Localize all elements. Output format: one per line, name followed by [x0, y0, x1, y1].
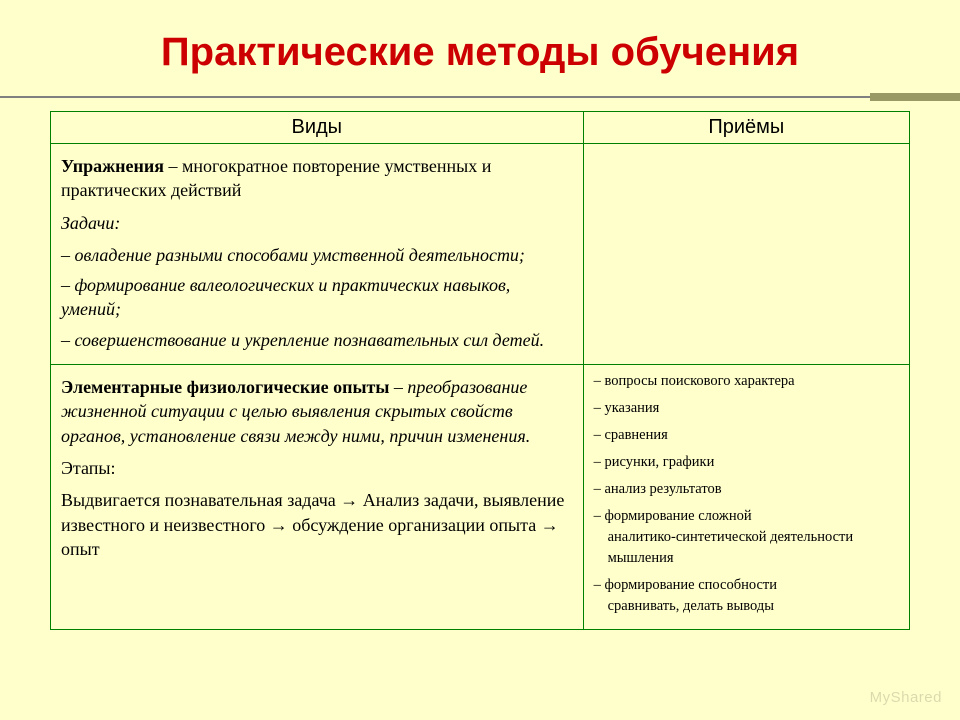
table-row: Элементарные физиологические опыты – пре… — [51, 365, 910, 630]
slide: Практические методы обучения Виды Приёмы… — [0, 0, 960, 650]
list-item: – сравнения — [594, 425, 899, 446]
list-item-text: – формирование сложной — [594, 508, 752, 524]
divider — [50, 93, 910, 101]
col-header-methods: Приёмы — [583, 112, 909, 144]
exercises-lead: Упражнения – многократное повторение умс… — [61, 154, 573, 203]
cell-experiments: Элементарные физиологические опыты – пре… — [51, 365, 584, 630]
stages-text: Выдвигается познавательная задача → Анал… — [61, 488, 573, 561]
cell-exercises: Упражнения – многократное повторение умс… — [51, 144, 584, 365]
list-item: – вопросы поискового характера — [594, 371, 899, 392]
list-item: – анализ результатов — [594, 479, 899, 500]
list-item-sub: аналитико-синтетической деятельности мыш… — [594, 527, 899, 569]
cell-empty — [583, 144, 909, 365]
experiments-lead: Элементарные физиологические опыты – пре… — [61, 375, 573, 448]
task-item: – формирование валеологических и практич… — [61, 273, 573, 322]
list-item: – указания — [594, 398, 899, 419]
exercises-term: Упражнения — [61, 156, 164, 176]
list-item-text: – формирование способности — [594, 577, 777, 593]
task-item: – совершенствование и укрепление познава… — [61, 328, 573, 352]
list-item-sub: сравнивать, делать выводы — [594, 596, 899, 617]
watermark: MyShared — [870, 689, 942, 706]
divider-accent — [870, 93, 960, 101]
stages-label: Этапы: — [61, 456, 573, 480]
divider-line — [0, 96, 960, 98]
experiments-term: Элементарные физиологические опыты — [61, 377, 389, 397]
table-row: Упражнения – многократное повторение умс… — [51, 144, 910, 365]
page-title: Практические методы обучения — [50, 30, 910, 75]
list-item: – формирование способности сравнивать, д… — [594, 575, 899, 617]
col-header-types: Виды — [51, 112, 584, 144]
cell-priemy: – вопросы поискового характера – указани… — [583, 365, 909, 630]
list-item: – формирование сложной аналитико-синтети… — [594, 506, 899, 569]
list-item: – рисунки, графики — [594, 452, 899, 473]
task-item: – овладение разными способами умственной… — [61, 243, 573, 267]
tasks-label: Задачи: — [61, 211, 573, 235]
methods-table: Виды Приёмы Упражнения – многократное по… — [50, 111, 910, 630]
table-header-row: Виды Приёмы — [51, 112, 910, 144]
